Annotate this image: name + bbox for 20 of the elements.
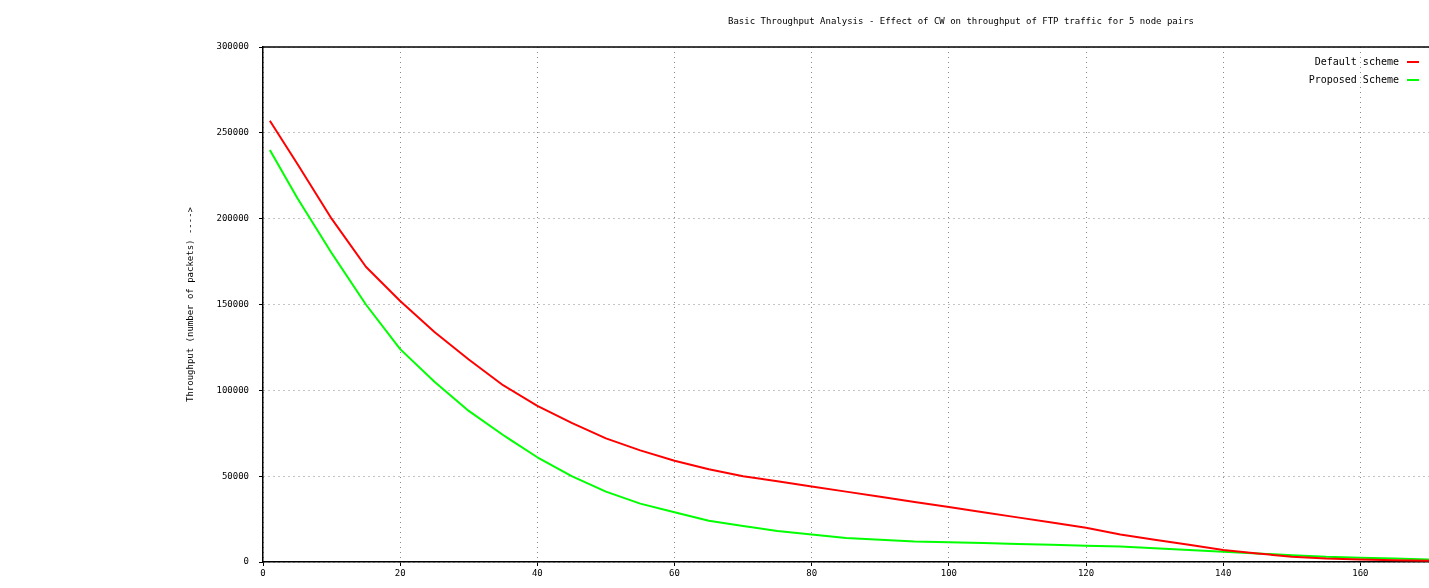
legend-label: Default scheme (1314, 55, 1399, 67)
y-tick-label: 0 (243, 556, 249, 567)
legend-label: Proposed Scheme (1308, 73, 1399, 85)
y-axis-title: Throughput (number of packets) ----> (184, 206, 195, 403)
x-tick-label: 40 (531, 567, 543, 578)
y-tick-label: 50000 (221, 470, 249, 481)
x-tick-label: 0 (260, 567, 266, 578)
chart-title: Basic Throughput Analysis - Effect of CW on throughput of FTP traffic for 5 node pairs (728, 16, 1194, 27)
y-tick-label: 100000 (216, 384, 249, 395)
x-tick-label: 100 (940, 567, 958, 578)
x-tick-label: 140 (1215, 567, 1232, 578)
x-tick-label: 20 (394, 567, 406, 578)
y-tick-label: 300000 (216, 41, 249, 52)
y-tick-label: 250000 (216, 127, 249, 138)
y-tick-label: 150000 (216, 298, 249, 309)
x-tick-label: 80 (806, 567, 818, 578)
x-tick-label: 160 (1352, 567, 1369, 578)
y-tick-label: 200000 (216, 213, 249, 224)
x-tick-label: 120 (1077, 567, 1095, 578)
x-tick-label: 60 (669, 567, 680, 578)
